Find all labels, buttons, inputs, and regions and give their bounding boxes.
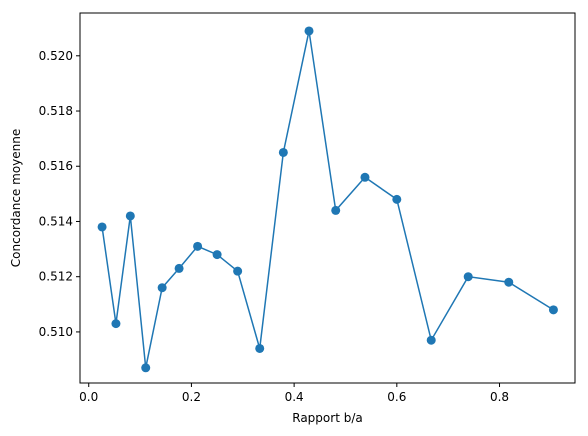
data-point xyxy=(212,250,222,260)
data-point xyxy=(504,277,514,287)
data-point xyxy=(141,363,151,373)
plot-background xyxy=(80,13,575,383)
x-tick-label: 0.6 xyxy=(387,390,406,404)
data-point xyxy=(157,283,167,293)
x-tick-label: 0.4 xyxy=(285,390,304,404)
data-point xyxy=(426,335,436,345)
data-point xyxy=(278,147,288,157)
data-point xyxy=(125,211,135,221)
y-axis-label: Concordance moyenne xyxy=(9,129,23,267)
x-tick-label: 0.0 xyxy=(79,390,98,404)
data-point xyxy=(255,343,265,353)
data-point xyxy=(331,205,341,215)
plot-frame xyxy=(79,12,576,384)
x-axis-ticks: 0.0 0.2 0.4 0.6 0.8 xyxy=(79,383,509,404)
data-point xyxy=(193,241,203,251)
y-tick-label: 0.520 xyxy=(39,49,73,63)
data-point xyxy=(392,194,402,204)
y-tick-label: 0.512 xyxy=(39,270,73,284)
x-tick-label: 0.2 xyxy=(182,390,201,404)
x-tick-label: 0.8 xyxy=(490,390,509,404)
data-point xyxy=(97,222,107,232)
y-tick-label: 0.516 xyxy=(39,159,73,173)
data-point xyxy=(174,263,184,273)
series-markers xyxy=(97,26,558,373)
y-axis-ticks: 0.510 0.512 0.514 0.516 0.518 0.520 xyxy=(39,49,80,339)
x-axis-label: Rapport b/a xyxy=(292,411,362,425)
y-tick-label: 0.518 xyxy=(39,104,73,118)
data-point xyxy=(111,319,121,329)
y-tick-label: 0.510 xyxy=(39,325,73,339)
data-point xyxy=(304,26,314,36)
y-tick-label: 0.514 xyxy=(39,214,73,228)
data-point xyxy=(463,272,473,282)
data-point xyxy=(548,305,558,315)
data-point xyxy=(233,266,243,276)
data-point xyxy=(360,172,370,182)
